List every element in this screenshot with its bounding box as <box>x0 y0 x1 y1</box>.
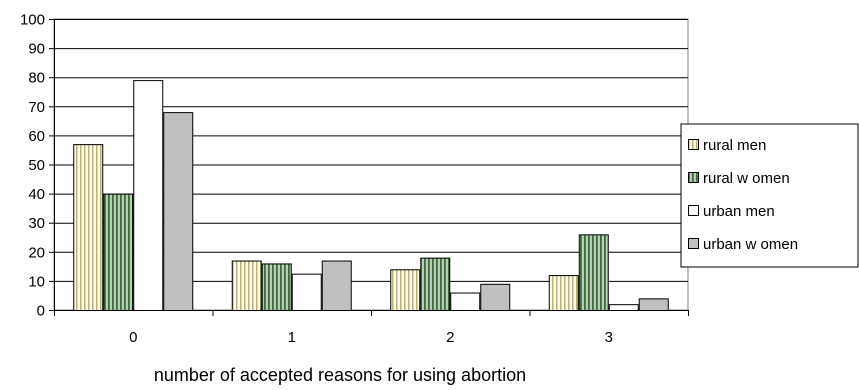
legend-label: urban men <box>703 203 775 220</box>
y-tick-label: 40 <box>28 186 45 203</box>
y-tick-label: 100 <box>20 12 45 29</box>
legend-box <box>680 123 859 268</box>
bar-rural-w-omen-0 <box>103 193 134 312</box>
legend-swatch <box>688 238 699 249</box>
x-tick-label: 1 <box>288 329 296 346</box>
legend-label: urban w omen <box>703 236 798 253</box>
bar-rural-w-omen-2 <box>420 257 451 311</box>
y-tick-label: 0 <box>37 303 45 320</box>
y-tick-label: 70 <box>28 99 45 116</box>
legend-label: rural w omen <box>703 170 790 187</box>
legend-swatch <box>688 139 699 150</box>
y-tick-label: 90 <box>28 41 45 58</box>
bar-urban-w-omen-1 <box>321 260 352 311</box>
bar-urban-w-omen-2 <box>480 283 511 311</box>
x-tick-label: 2 <box>446 329 454 346</box>
bar-urban-men-1 <box>291 273 322 311</box>
bar-rural-men-3 <box>548 275 579 311</box>
x-tick-label: 0 <box>129 329 137 346</box>
bar-rural-w-omen-1 <box>261 263 292 312</box>
bar-rural-men-2 <box>390 269 421 312</box>
bar-rural-men-1 <box>231 260 262 311</box>
bar-rural-w-omen-3 <box>578 234 609 311</box>
bars <box>73 80 669 312</box>
bar-urban-men-3 <box>608 304 639 311</box>
x-axis-title: number of accepted reasons for using abo… <box>154 365 526 385</box>
y-tick-label: 10 <box>28 273 45 290</box>
bar-rural-men-0 <box>73 144 104 311</box>
bar-urban-men-2 <box>450 292 481 312</box>
bar-urban-men-0 <box>133 80 164 311</box>
legend: rural men rural w omen urban men urban w om… <box>680 123 859 268</box>
y-tick-label: 80 <box>28 70 45 87</box>
y-tick-label: 20 <box>28 244 45 261</box>
y-tick-label: 30 <box>28 215 45 232</box>
legend-label: rural men <box>703 137 766 154</box>
y-tick-label: 60 <box>28 128 45 145</box>
bar-urban-w-omen-3 <box>638 298 669 311</box>
x-axis: 0 1 2 3 <box>54 310 689 346</box>
y-tick-label: 50 <box>28 157 45 174</box>
x-tick-label: 3 <box>605 329 613 346</box>
legend-swatch <box>688 205 699 216</box>
bar-urban-w-omen-0 <box>163 112 194 312</box>
y-axis: 0 10 20 30 40 50 60 70 80 90 100 <box>20 12 55 320</box>
legend-swatch <box>688 172 699 183</box>
